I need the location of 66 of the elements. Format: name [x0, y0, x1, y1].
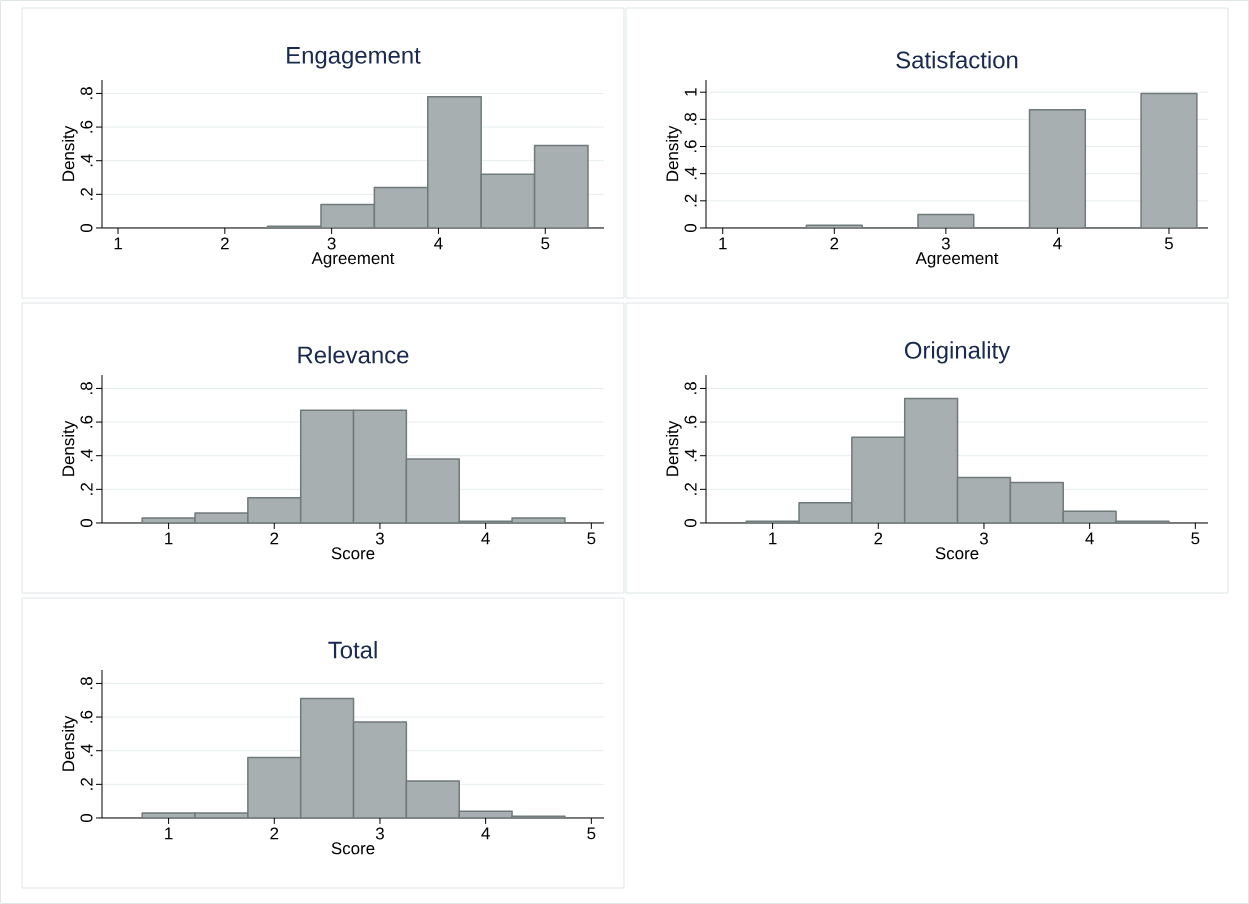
y-tick-label: .8: [80, 677, 93, 689]
x-tick-label: 3: [375, 827, 384, 840]
x-tick-label: 5: [587, 827, 596, 840]
y-tick-label: 0: [80, 518, 93, 528]
x-tick-label: 2: [270, 827, 279, 840]
x-tick-label: 2: [270, 532, 279, 545]
y-tick-label: 0: [80, 223, 93, 233]
chart-title: Total: [328, 640, 377, 659]
x-tick-label: 3: [375, 532, 384, 545]
y-tick-label: 0: [684, 223, 697, 233]
y-tick-label: 0: [80, 813, 93, 823]
x-tick-label: 1: [769, 532, 777, 545]
y-tick-label: .2: [684, 483, 697, 495]
chart-title: Relevance: [298, 345, 409, 364]
x-tick-label: 2: [220, 237, 229, 250]
chart-title: Engagement: [287, 47, 421, 69]
x-tick-label: 5: [541, 237, 550, 250]
y-axis-title: Density: [61, 420, 78, 476]
y-tick-label: .8: [80, 382, 93, 394]
x-tick-label: 4: [1085, 532, 1094, 545]
x-tick-label: 4: [434, 237, 443, 250]
x-tick-label: 2: [874, 532, 883, 545]
x-tick-label: 3: [979, 532, 988, 545]
y-tick-label: .4: [684, 449, 697, 462]
x-axis-title: Score: [331, 842, 375, 855]
y-tick-label: .6: [80, 415, 93, 428]
y-tick-label: .8: [684, 113, 697, 125]
y-tick-label: .2: [80, 188, 93, 200]
x-tick-label: 5: [1164, 237, 1173, 250]
y-tick-label: 1: [684, 88, 697, 96]
x-axis-title: Score: [935, 547, 979, 560]
x-tick-label: 2: [830, 237, 839, 250]
y-tick-label: .2: [80, 778, 93, 790]
y-tick-label: .6: [684, 415, 697, 428]
y-tick-label: .2: [80, 483, 93, 495]
x-axis-title: Score: [331, 547, 375, 560]
y-tick-label: .6: [80, 710, 93, 723]
y-tick-label: 0: [684, 518, 697, 528]
x-tick-label: 3: [941, 237, 950, 250]
x-tick-label: 1: [165, 532, 173, 545]
y-tick-label: .8: [80, 87, 93, 99]
x-tick-label: 1: [165, 827, 173, 840]
y-tick-label: .6: [80, 120, 93, 133]
x-tick-label: 5: [1191, 532, 1200, 545]
y-tick-label: .4: [684, 167, 697, 180]
x-axis-title: Agreement: [915, 252, 999, 268]
x-axis-title: Agreement: [311, 252, 395, 268]
y-tick-label: .2: [684, 194, 697, 207]
x-tick-label: 1: [719, 237, 727, 250]
y-axis-title: Density: [61, 715, 78, 771]
x-tick-label: 1: [114, 237, 122, 250]
x-tick-label: 4: [481, 532, 490, 545]
y-tick-label: .8: [684, 382, 697, 394]
y-tick-label: .4: [80, 744, 93, 757]
x-tick-label: 4: [1053, 237, 1062, 250]
x-tick-label: 4: [481, 827, 490, 840]
y-axis-title: Density: [665, 420, 682, 476]
chart-title: Satisfaction: [896, 50, 1018, 69]
y-tick-label: .6: [684, 140, 697, 153]
x-tick-label: 5: [587, 532, 596, 545]
y-axis-title: Density: [61, 125, 78, 181]
chart-title: Originality: [904, 341, 1011, 364]
y-tick-label: .4: [80, 449, 93, 462]
y-axis-title: Density: [665, 125, 682, 181]
y-tick-label: .4: [80, 154, 93, 167]
x-tick-label: 3: [327, 237, 336, 250]
